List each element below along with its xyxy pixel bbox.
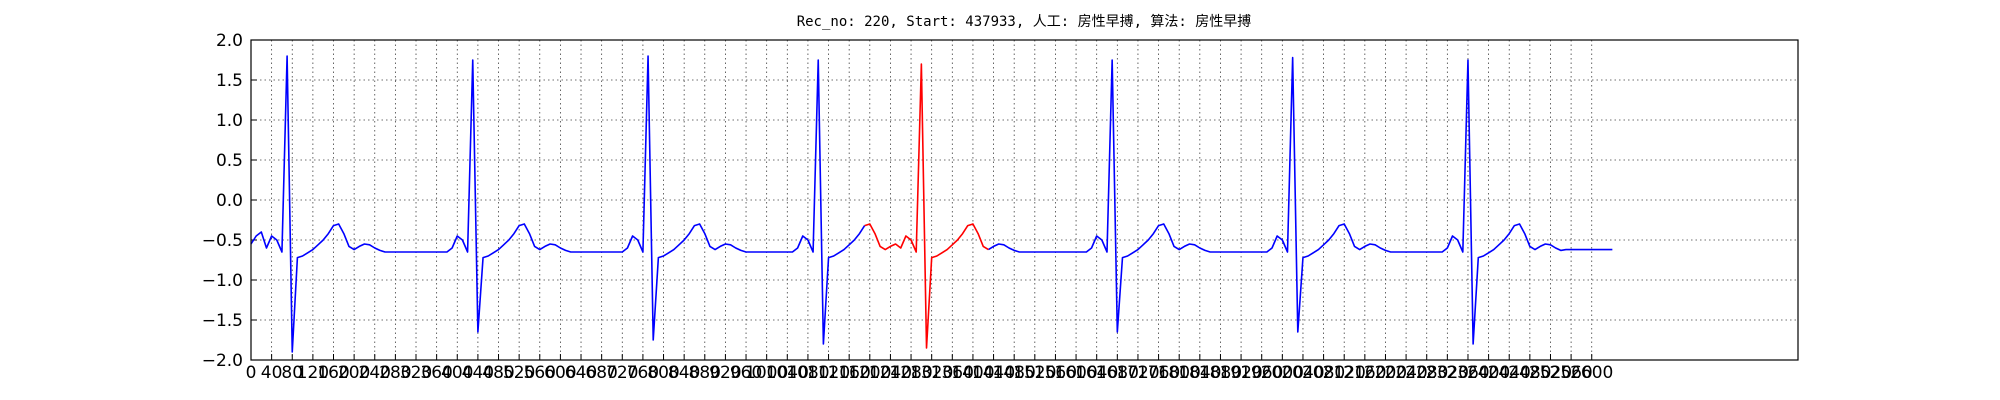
x-tick-label: 1440 — [972, 363, 1015, 383]
x-tick-label: 880 — [689, 363, 721, 383]
ecg-line — [250, 55, 1613, 353]
x-tick-label: 640 — [565, 363, 597, 383]
x-tick-label: 2240 — [1384, 363, 1427, 383]
x-tick-label: 520 — [503, 363, 535, 383]
x-tick-label: 2400 — [1467, 363, 1510, 383]
x-tick-label: 2080 — [1302, 363, 1345, 383]
x-tick-label: 2200 — [1364, 363, 1407, 383]
x-tick-label: 1760 — [1137, 363, 1180, 383]
x-tick-label: 0 — [246, 363, 257, 383]
x-tick-label: 360 — [420, 363, 452, 383]
x-tick-label: 600 — [544, 363, 576, 383]
x-tick-label: 2280 — [1405, 363, 1448, 383]
x-tick-label: 1000 — [745, 363, 788, 383]
x-tick-label: 1600 — [1054, 363, 1097, 383]
x-tick-label: 840 — [668, 363, 700, 383]
x-tick-label: 1320 — [910, 363, 953, 383]
x-tick-label: 1720 — [1116, 363, 1159, 383]
y-tick-label: 0.5 — [216, 151, 243, 171]
x-tick-label: 680 — [585, 363, 617, 383]
x-tick-label: 1560 — [1034, 363, 1077, 383]
x-tick-label: 400 — [441, 363, 473, 383]
x-tick-label: 1960 — [1240, 363, 1283, 383]
x-tick-label: 1200 — [848, 363, 891, 383]
x-tick-label: 2480 — [1508, 363, 1551, 383]
x-tick-label: 2040 — [1281, 363, 1324, 383]
x-tick-label: 1160 — [828, 363, 871, 383]
x-tick-label: 280 — [379, 363, 411, 383]
x-tick-label: 1680 — [1096, 363, 1139, 383]
x-tick-label: 2160 — [1343, 363, 1386, 383]
x-tick-label: 1520 — [1013, 363, 1056, 383]
x-tick-label: 320 — [400, 363, 432, 383]
chart-title: Rec_no: 220, Start: 437933, 人工: 房性早搏, 算法… — [797, 13, 1252, 30]
x-tick-label: 1840 — [1178, 363, 1221, 383]
x-tick-label: 2440 — [1488, 363, 1531, 383]
y-tick-label: −1.0 — [202, 271, 243, 291]
y-tick-label: 1.0 — [216, 111, 243, 131]
x-tick-label: 120 — [297, 363, 329, 383]
x-tick-label: 720 — [606, 363, 638, 383]
x-tick-label: 760 — [627, 363, 659, 383]
x-tick-label: 80 — [281, 363, 303, 383]
x-tick-label: 960 — [730, 363, 762, 383]
x-tick-label: 1800 — [1158, 363, 1201, 383]
x-tick-label: 1880 — [1199, 363, 1242, 383]
x-tick-label: 1920 — [1219, 363, 1262, 383]
x-tick-label: 200 — [338, 363, 370, 383]
y-tick-label: −1.5 — [202, 311, 243, 331]
x-tick-label: 560 — [524, 363, 556, 383]
y-tick-label: 0.0 — [216, 191, 243, 211]
x-tick-label: 2000 — [1261, 363, 1304, 383]
ecg-line — [864, 63, 989, 349]
x-tick-label: 1360 — [931, 363, 974, 383]
x-tick-label: 2560 — [1549, 363, 1592, 383]
x-tick-label: 2520 — [1529, 363, 1572, 383]
x-tick-label: 480 — [482, 363, 514, 383]
y-tick-label: −0.5 — [202, 231, 243, 251]
x-tick-label: 2120 — [1323, 363, 1366, 383]
x-tick-label: 2320 — [1426, 363, 1469, 383]
y-tick-label: 1.5 — [216, 71, 243, 91]
x-tick-label: 1280 — [889, 363, 932, 383]
x-tick-label: 40 — [261, 363, 283, 383]
x-tick-label: 1040 — [766, 363, 809, 383]
x-tick-label: 240 — [359, 363, 391, 383]
x-tick-label: 800 — [647, 363, 679, 383]
x-tick-label: 1400 — [951, 363, 994, 383]
x-tick-label: 1640 — [1075, 363, 1118, 383]
y-tick-label: 2.0 — [216, 31, 243, 51]
x-tick-label: 2600 — [1570, 363, 1613, 383]
x-tick-label: 920 — [709, 363, 741, 383]
x-tick-label: 1120 — [807, 363, 850, 383]
x-tick-label: 1240 — [869, 363, 912, 383]
x-tick-label: 1480 — [993, 363, 1036, 383]
y-tick-label: −2.0 — [202, 351, 243, 371]
x-tick-label: 1080 — [786, 363, 829, 383]
plot-frame — [250, 39, 1799, 361]
x-tick-label: 160 — [317, 363, 349, 383]
x-tick-label: 440 — [462, 363, 494, 383]
x-tick-label: 2360 — [1446, 363, 1489, 383]
